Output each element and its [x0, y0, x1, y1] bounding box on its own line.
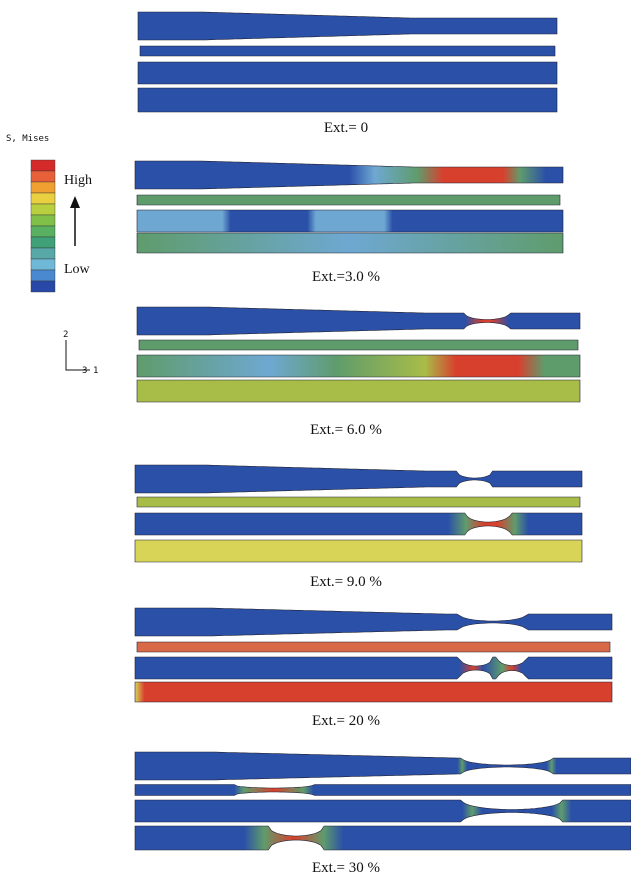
- caption: Ext.= 20 %: [312, 713, 380, 729]
- color-bar-step: [31, 237, 55, 248]
- color-bar-step: [31, 259, 55, 270]
- color-bar-step: [31, 215, 55, 226]
- fiber: [139, 340, 578, 350]
- fiber: [137, 497, 580, 507]
- legend: S, Mises High Low: [6, 134, 92, 292]
- caption: Ext.= 6.0 %: [310, 422, 382, 438]
- color-bar-step: [31, 182, 55, 193]
- fibers: [135, 12, 631, 850]
- color-bar-step: [31, 204, 55, 215]
- color-bar-step: [31, 281, 55, 292]
- fiber: [135, 540, 582, 562]
- fiber: [135, 785, 631, 796]
- fiber: [137, 380, 580, 402]
- color-bar-step: [31, 270, 55, 281]
- fiber: [138, 62, 557, 84]
- color-bar-step: [31, 160, 55, 171]
- legend-low: Low: [64, 262, 91, 277]
- fiber: [135, 608, 612, 636]
- fiber: [135, 161, 563, 189]
- fiber: [135, 465, 582, 493]
- color-bar: [31, 160, 55, 292]
- triad-up: 2: [63, 330, 68, 340]
- caption: Ext.= 9.0 %: [310, 574, 382, 590]
- arrow-head: [70, 196, 80, 208]
- figure: S, Mises High Low 2 3 1 Ext.= 0 Ext.=3.0 …: [0, 0, 631, 878]
- caption: Ext.=3.0 %: [312, 269, 380, 285]
- fiber: [137, 195, 560, 205]
- legend-high: High: [64, 173, 92, 188]
- color-bar-step: [31, 226, 55, 237]
- fiber: [137, 307, 580, 335]
- fiber: [135, 752, 631, 780]
- color-bar-step: [31, 248, 55, 259]
- fiber: [137, 642, 610, 652]
- fiber: [135, 800, 631, 822]
- color-bar-step: [31, 171, 55, 182]
- fiber: [137, 233, 563, 253]
- axis-triad: 2 3 1: [63, 330, 98, 376]
- fiber: [135, 826, 631, 850]
- fiber: [137, 355, 580, 377]
- caption: Ext.= 30 %: [312, 860, 380, 876]
- fiber: [140, 46, 555, 56]
- color-bar-step: [31, 193, 55, 204]
- fiber: [135, 657, 612, 679]
- fiber: [138, 88, 557, 112]
- caption: Ext.= 0: [324, 120, 368, 136]
- fiber: [135, 682, 612, 702]
- triad-right: 3: [82, 366, 87, 376]
- fiber: [135, 513, 582, 535]
- legend-title: S, Mises: [6, 134, 49, 144]
- fiber: [137, 210, 563, 232]
- triad-out: 1: [93, 366, 98, 376]
- fiber: [138, 12, 557, 40]
